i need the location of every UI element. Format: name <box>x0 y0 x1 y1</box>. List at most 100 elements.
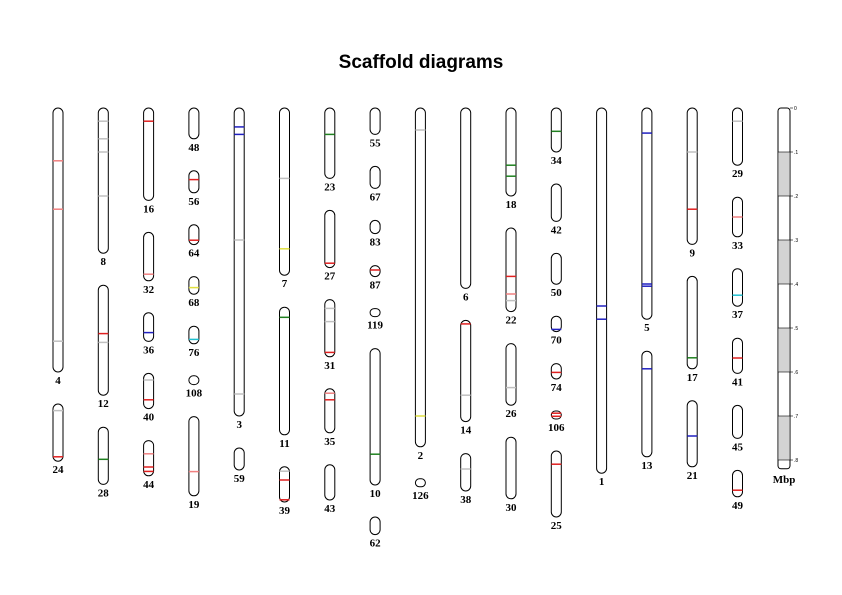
scale-tick-label: .4 <box>794 282 798 288</box>
scaffold-38 <box>460 453 472 492</box>
scale-tick-label: .2 <box>794 194 798 200</box>
scaffold-7 <box>279 107 290 276</box>
scaffold-3 <box>233 107 245 417</box>
scaffold-19 <box>188 416 200 497</box>
scaffold-label-68: 68 <box>188 297 200 309</box>
scaffold-label-119: 119 <box>367 320 383 332</box>
scaffold-108 <box>188 375 200 386</box>
scaffold-34 <box>550 107 562 153</box>
scaffold-label-27: 27 <box>324 271 336 283</box>
scale-unit-label: Mbp <box>773 474 796 486</box>
scale-band <box>777 151 791 197</box>
scale-band <box>777 239 791 285</box>
scaffold-label-36: 36 <box>143 344 155 356</box>
scaffold-label-8: 8 <box>101 256 107 268</box>
scaffold-62 <box>369 516 381 536</box>
scaffold-label-38: 38 <box>460 494 472 506</box>
scaffold-4 <box>52 107 64 373</box>
scaffold-5 <box>641 107 653 320</box>
scaffold-label-62: 62 <box>370 538 382 550</box>
scale-tick-label: .8 <box>794 458 798 464</box>
scaffold-label-25: 25 <box>551 520 563 532</box>
scaffold-12 <box>97 284 109 396</box>
scaffold-30 <box>505 436 517 500</box>
scaffold-label-10: 10 <box>370 488 382 500</box>
scaffold-11 <box>279 306 290 436</box>
scaffold-36 <box>143 312 155 342</box>
scaffold-64 <box>188 224 200 246</box>
scaffold-label-59: 59 <box>234 473 246 485</box>
scaffold-label-19: 19 <box>188 499 200 511</box>
scale-tick-label: 0 <box>794 106 797 112</box>
page-title: Scaffold diagrams <box>338 52 504 73</box>
scaffold-label-44: 44 <box>143 479 155 491</box>
scaffold-41 <box>732 337 743 374</box>
scaffold-45 <box>732 404 743 439</box>
scaffold-label-22: 22 <box>506 315 518 327</box>
scaffold-68 <box>188 276 200 295</box>
scale-tick-label: .1 <box>794 150 798 156</box>
scaffold-44 <box>143 440 155 477</box>
scaffold-21 <box>686 400 698 468</box>
scaffold-14 <box>460 319 472 423</box>
scaffold-label-21: 21 <box>687 470 698 482</box>
scaffold-label-31: 31 <box>324 360 335 372</box>
scaffold-59 <box>233 447 245 471</box>
scaffold-label-87: 87 <box>370 280 382 292</box>
scaffold-label-74: 74 <box>551 382 563 394</box>
scaffold-26 <box>505 343 517 406</box>
scaffold-1 <box>596 107 608 474</box>
scaffold-50 <box>550 252 562 285</box>
scaffold-label-48: 48 <box>188 142 200 154</box>
scaffold-8 <box>97 107 109 254</box>
scaffold-label-76: 76 <box>188 347 200 359</box>
scaffold-74 <box>550 363 562 380</box>
scaffold-label-56: 56 <box>188 196 200 208</box>
scaffold-25 <box>550 450 562 518</box>
scale-band <box>777 327 791 373</box>
scaffold-119 <box>369 308 381 318</box>
scaffold-label-39: 39 <box>279 505 291 517</box>
scaffold-label-1: 1 <box>599 476 605 488</box>
scaffold-label-106: 106 <box>548 422 565 434</box>
scaffold-35 <box>324 388 336 434</box>
scaffold-label-18: 18 <box>506 199 518 211</box>
scaffold-55 <box>369 107 381 135</box>
scaffold-83 <box>369 219 381 235</box>
scale-tick-label: .3 <box>794 238 798 244</box>
scaffold-label-35: 35 <box>324 436 336 448</box>
scaffold-76 <box>188 325 200 345</box>
scaffold-label-33: 33 <box>732 240 744 252</box>
scaffold-label-37: 37 <box>732 309 744 321</box>
scaffold-67 <box>369 165 381 189</box>
scaffold-39 <box>279 466 290 503</box>
scaffold-23 <box>324 107 336 179</box>
scaffold-27 <box>324 209 336 269</box>
scaffold-6 <box>460 107 472 289</box>
scaffold-9 <box>686 107 698 245</box>
scale-bar <box>777 107 791 470</box>
scaffold-10 <box>369 348 381 486</box>
scaffold-label-17: 17 <box>687 372 699 384</box>
scaffold-label-26: 26 <box>506 408 518 420</box>
scaffold-label-14: 14 <box>460 425 472 437</box>
scaffold-42 <box>550 183 562 222</box>
scaffold-label-83: 83 <box>370 237 382 249</box>
scaffold-48 <box>188 107 200 140</box>
scale-tick-label: .6 <box>794 370 798 376</box>
scale-tick-label: .7 <box>794 414 798 420</box>
scaffold-label-2: 2 <box>418 450 424 462</box>
scaffold-label-32: 32 <box>143 284 155 296</box>
scaffold-label-23: 23 <box>324 181 336 193</box>
scaffold-label-55: 55 <box>370 137 382 149</box>
scaffold-label-49: 49 <box>732 500 744 512</box>
scaffold-31 <box>324 299 336 358</box>
scaffold-label-30: 30 <box>506 502 518 514</box>
scaffold-label-42: 42 <box>551 224 563 236</box>
scaffold-70 <box>550 315 562 333</box>
scaffold-label-5: 5 <box>644 322 650 334</box>
scaffold-17 <box>686 275 698 370</box>
scaffold-label-67: 67 <box>370 191 382 203</box>
scaffold-28 <box>97 426 109 485</box>
